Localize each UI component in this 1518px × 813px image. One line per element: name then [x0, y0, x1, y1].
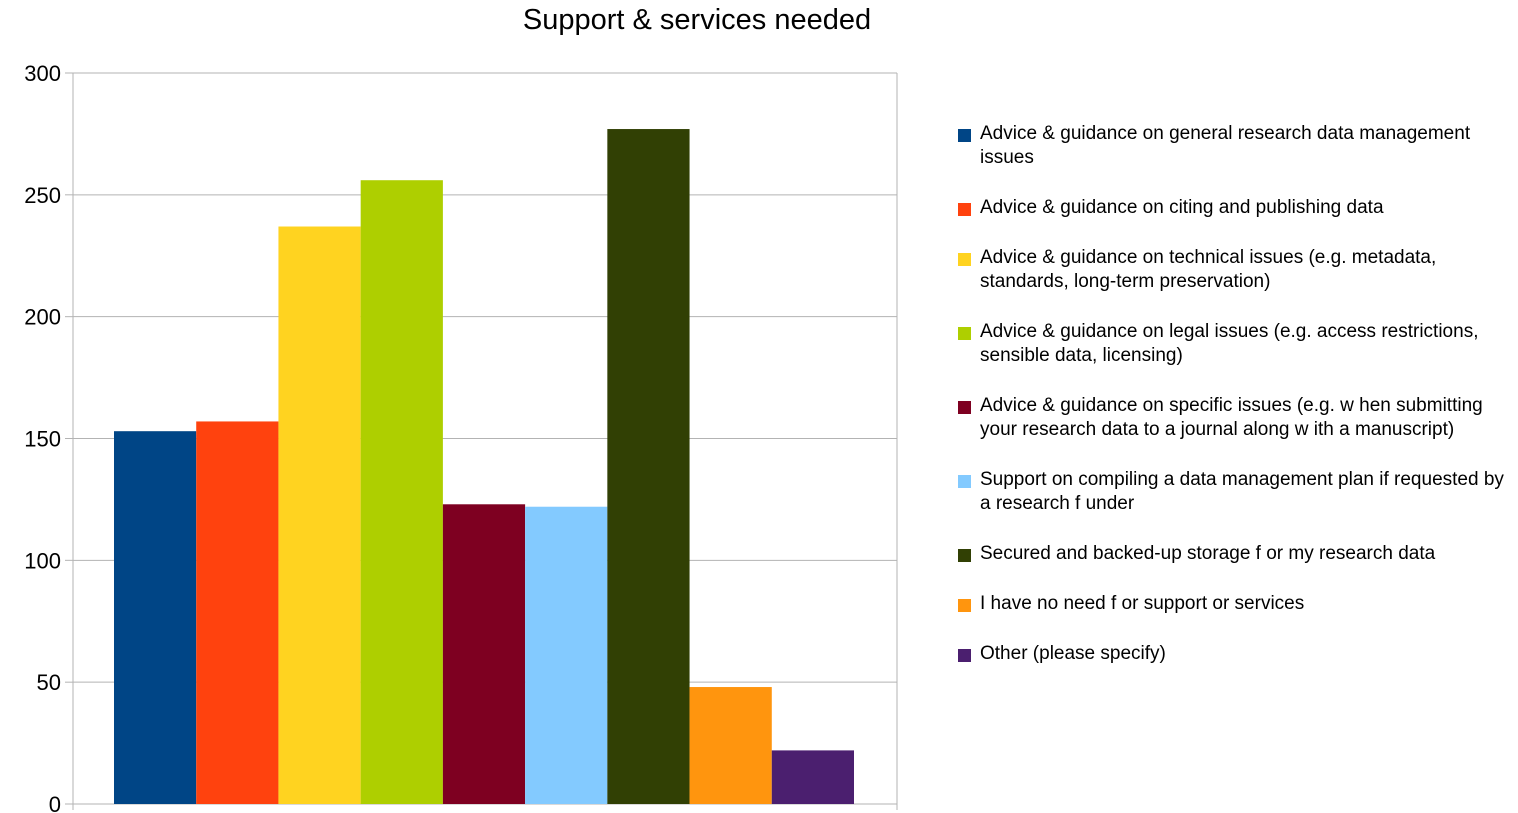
bar — [442, 504, 526, 804]
legend-swatch — [958, 401, 971, 414]
legend-swatch — [958, 129, 971, 142]
legend-swatch — [958, 649, 971, 662]
legend-label: Support on compiling a data management p… — [980, 469, 1504, 514]
legend-swatch — [958, 203, 971, 216]
legend-swatch — [958, 475, 971, 488]
legend-item: Secured and backed-up storage f or my re… — [958, 542, 1513, 566]
y-tick-label: 200 — [24, 305, 61, 330]
legend-swatch — [958, 327, 971, 340]
legend-item: Advice & guidance on technical issues (e… — [958, 246, 1513, 294]
y-tick-label: 300 — [24, 61, 61, 86]
bar — [196, 421, 279, 804]
y-tick-label: 50 — [37, 670, 61, 695]
bar — [607, 129, 690, 804]
legend-item: Advice & guidance on citing and publishi… — [958, 196, 1513, 220]
axes: 0 50 100 150 200 250 300 — [24, 61, 898, 813]
y-tick-label: 0 — [49, 792, 61, 813]
legend-item: Other (please specify) — [958, 642, 1513, 666]
legend-label: Other (please specify) — [980, 643, 1166, 664]
bar — [114, 431, 197, 804]
legend-item: Support on compiling a data management p… — [958, 468, 1513, 516]
bars — [114, 129, 854, 805]
legend-item: I have no need f or support or services — [958, 592, 1513, 616]
legend-item: Advice & guidance on legal issues (e.g. … — [958, 320, 1513, 368]
y-tick-label: 100 — [24, 548, 61, 573]
legend: Advice & guidance on general research da… — [958, 122, 1513, 666]
legend-swatch — [958, 599, 971, 612]
legend-label: Advice & guidance on specific issues (e.… — [980, 395, 1483, 440]
bar — [278, 226, 361, 804]
legend-label: I have no need f or support or services — [980, 593, 1305, 614]
legend-swatch — [958, 549, 971, 562]
legend-label: Advice & guidance on citing and publishi… — [980, 197, 1384, 218]
legend-label: Advice & guidance on general research da… — [980, 123, 1471, 168]
y-tick-label: 150 — [24, 427, 61, 452]
legend-swatch — [958, 253, 971, 266]
legend-label: Secured and backed-up storage f or my re… — [980, 543, 1436, 564]
bar — [360, 180, 443, 805]
legend-label: Advice & guidance on legal issues (e.g. … — [980, 321, 1479, 366]
bar — [689, 687, 772, 804]
legend-item: Advice & guidance on specific issues (e.… — [958, 394, 1513, 442]
bar — [771, 750, 854, 804]
legend-label: Advice & guidance on technical issues (e… — [980, 247, 1437, 292]
bar — [525, 506, 608, 804]
legend-item: Advice & guidance on general research da… — [958, 122, 1513, 170]
y-tick-label: 250 — [24, 183, 61, 208]
chart-title: Support & services needed — [522, 4, 872, 36]
